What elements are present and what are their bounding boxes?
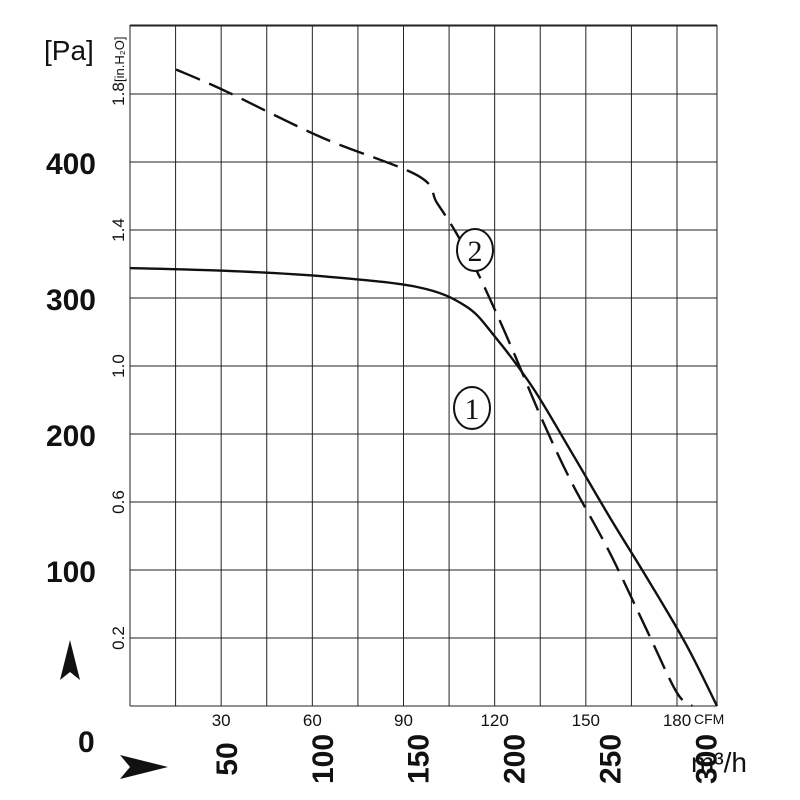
x-tick-cfm: 60 [303,711,322,730]
zero-label: 0 [78,726,95,759]
y-tick-pa: 300 [46,284,96,317]
curve-label: 2 [468,235,483,268]
curve-label-circle [453,386,491,430]
x-tick-cfm: 150 [572,711,600,730]
curve-label: 1 [465,393,480,426]
y-tick-pa: 100 [46,556,96,589]
curve-2-line [175,68,693,707]
inh2o-unit-label: [in.H₂O] [112,37,127,83]
x-tick-m3h: 100 [307,734,340,784]
y-tick-inh2o: 1.0 [109,354,128,378]
pa-unit-label: [Pa] [44,35,94,66]
y-tick-inh2o: 0.6 [109,490,128,514]
horizontal-gridlines [130,24,717,707]
curves: 12 [129,68,719,707]
y-tick-inh2o: 1.8 [109,82,128,106]
arrow-up-icon [60,640,80,680]
x-tick-m3h: 250 [595,734,628,784]
y-tick-pa: 400 [46,148,96,181]
x-tick-m3h: 200 [499,734,532,784]
y-tick-pa: 200 [46,420,96,453]
x-tick-cfm: 30 [212,711,231,730]
x-tick-m3h: 150 [403,734,436,784]
x-tick-cfm: 90 [394,711,413,730]
m3h-unit-label: m³/h [691,747,747,778]
cfm-unit-label: CFM [694,711,724,727]
x-tick-cfm: 120 [480,711,508,730]
x-tick-m3h: 50 [211,742,244,775]
arrow-right-icon [120,755,168,779]
y-tick-inh2o: 1.4 [109,218,128,242]
y-tick-inh2o: 0.2 [109,626,128,650]
curve-1-line [129,266,719,707]
x-tick-m3h: 300 [690,734,723,784]
x-tick-cfm: 180 [663,711,691,730]
curve-label-circle [456,228,494,272]
